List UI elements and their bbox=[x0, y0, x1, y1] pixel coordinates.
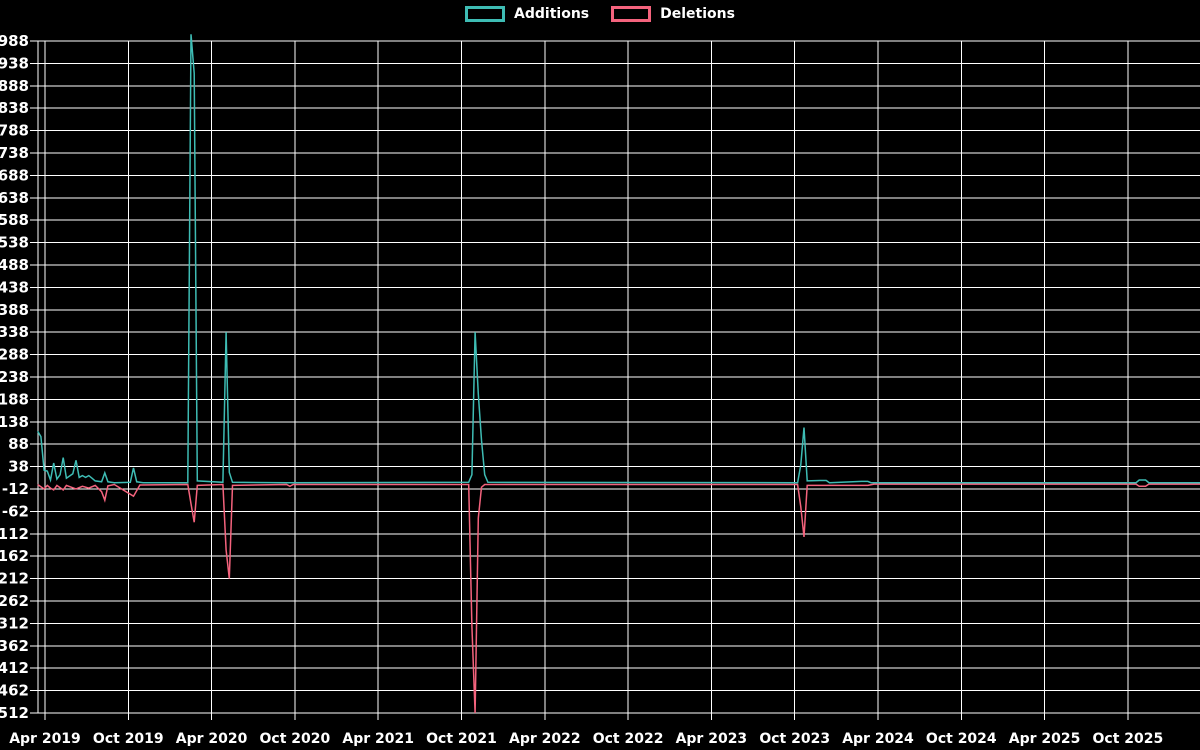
additions-swatch-icon bbox=[465, 6, 506, 22]
y-tick-label: -462 bbox=[0, 682, 29, 700]
y-tick-label: -112 bbox=[0, 525, 29, 543]
deletions-line bbox=[37, 483, 1200, 714]
deletions-legend-label: Deletions bbox=[660, 6, 735, 22]
y-tick-label: 38 bbox=[8, 458, 29, 476]
x-tick-label: Apr 2025 bbox=[1009, 731, 1081, 747]
x-tick-label: Apr 2023 bbox=[676, 731, 748, 747]
y-tick-label: 788 bbox=[0, 122, 29, 140]
y-tick-label: 538 bbox=[0, 234, 29, 252]
y-tick-label: 438 bbox=[0, 278, 29, 296]
deletions-swatch-icon bbox=[611, 6, 652, 22]
y-tick-label: 888 bbox=[0, 77, 29, 95]
x-tick-label: Apr 2022 bbox=[509, 731, 581, 747]
y-tick-label: 238 bbox=[0, 368, 29, 386]
legend-item-deletions[interactable]: Deletions bbox=[611, 6, 735, 22]
x-tick-label: Oct 2022 bbox=[593, 731, 664, 747]
additions-line bbox=[37, 34, 1200, 484]
y-tick-label: 488 bbox=[0, 256, 29, 274]
y-tick-label: 738 bbox=[0, 144, 29, 162]
y-tick-label: -412 bbox=[0, 659, 29, 677]
y-tick-label: 838 bbox=[0, 99, 29, 117]
x-tick-label: Oct 2023 bbox=[759, 731, 830, 747]
x-tick-label: Oct 2019 bbox=[93, 731, 164, 747]
x-tick-label: Apr 2019 bbox=[9, 731, 81, 747]
x-tick-label: Oct 2020 bbox=[260, 731, 331, 747]
y-tick-label: 688 bbox=[0, 166, 29, 184]
y-tick-label: -512 bbox=[0, 704, 29, 722]
additions-legend-label: Additions bbox=[514, 6, 590, 22]
y-tick-label: -162 bbox=[0, 547, 29, 565]
x-tick-label: Oct 2021 bbox=[426, 731, 497, 747]
y-tick-label: 388 bbox=[0, 301, 29, 319]
y-tick-label: -312 bbox=[0, 614, 29, 632]
x-tick-label: Oct 2025 bbox=[1093, 731, 1164, 747]
y-tick-label: 588 bbox=[0, 211, 29, 229]
y-tick-label: -362 bbox=[0, 637, 29, 655]
x-tick-label: Apr 2024 bbox=[842, 731, 914, 747]
y-tick-label: 638 bbox=[0, 189, 29, 207]
y-tick-label: -12 bbox=[2, 480, 29, 498]
y-tick-label: 88 bbox=[8, 435, 29, 453]
y-tick-label: 988 bbox=[0, 32, 29, 50]
y-tick-label: -62 bbox=[2, 502, 29, 520]
y-tick-label: -262 bbox=[0, 592, 29, 610]
y-tick-label: 938 bbox=[0, 54, 29, 72]
x-tick-label: Oct 2024 bbox=[926, 731, 997, 747]
legend-item-additions[interactable]: Additions bbox=[465, 6, 589, 22]
y-tick-label: 138 bbox=[0, 413, 29, 431]
y-tick-label: 288 bbox=[0, 346, 29, 364]
y-tick-label: 338 bbox=[0, 323, 29, 341]
x-tick-label: Apr 2021 bbox=[342, 731, 414, 747]
y-tick-label: -212 bbox=[0, 570, 29, 588]
x-tick-label: Apr 2020 bbox=[176, 731, 248, 747]
chart-legend: Additions Deletions bbox=[0, 6, 1200, 22]
y-tick-label: 188 bbox=[0, 390, 29, 408]
